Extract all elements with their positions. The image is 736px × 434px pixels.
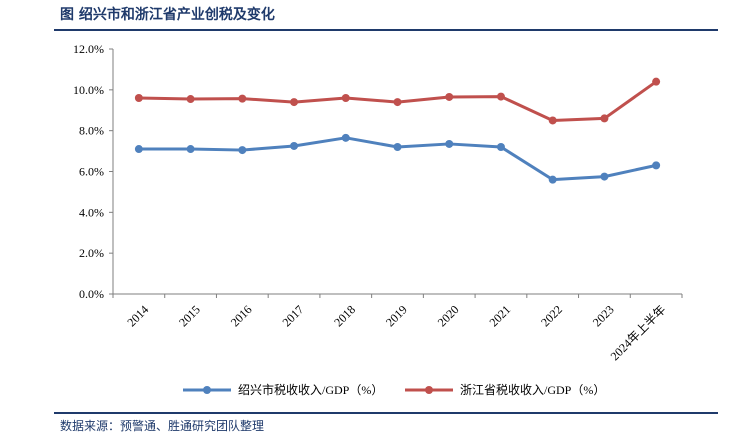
data-point — [290, 141, 299, 150]
data-point — [134, 145, 143, 154]
x-tick-label: 2020 — [435, 302, 462, 329]
data-point — [238, 146, 247, 155]
x-tick-label: 2024年上半年 — [608, 302, 669, 363]
x-tick-label: 2017 — [280, 302, 307, 329]
data-point — [496, 143, 505, 151]
data-point — [445, 139, 454, 148]
data-point — [600, 114, 609, 123]
x-tick-label: 2023 — [590, 302, 617, 329]
x-axis-ticks: 2014 2015 2016 2017 2018 2019 2020 2021 2022 2023… — [112, 294, 683, 363]
y-tick-label: 10.0% — [73, 83, 104, 97]
x-tick-label: 2021 — [486, 302, 513, 329]
header-rule — [54, 29, 718, 31]
footer-rule — [54, 412, 718, 414]
x-tick-label: 2019 — [383, 302, 410, 329]
data-point — [341, 133, 350, 142]
data-point — [600, 172, 609, 181]
data-point — [341, 94, 350, 102]
y-tick-label: 4.0% — [79, 205, 104, 219]
line-chart: 0.0%2.0%4.0%6.0%8.0%10.0%12.0% 2014 2015 2… — [73, 42, 683, 397]
data-point — [652, 77, 661, 86]
data-point — [393, 143, 402, 151]
x-tick-label: 2014 — [124, 302, 151, 329]
data-point — [652, 161, 661, 170]
legend-label: 浙江省税收收入/GDP（%） — [460, 383, 605, 397]
chart-legend: 绍兴市税收收入/GDP（%） 浙江省税收收入/GDP（%） — [183, 382, 605, 397]
data-point — [445, 92, 454, 101]
y-tick-label: 2.0% — [79, 246, 104, 260]
legend-swatch-marker — [425, 386, 433, 394]
y-tick-label: 6.0% — [79, 165, 104, 179]
data-point — [238, 94, 247, 103]
data-point — [290, 98, 299, 107]
data-point — [548, 116, 557, 125]
y-tick-label: 8.0% — [79, 124, 104, 138]
chart-series — [134, 77, 661, 184]
x-tick-label: 2015 — [176, 302, 203, 329]
x-tick-label: 2018 — [331, 302, 358, 329]
x-tick-label: 2022 — [538, 302, 565, 329]
legend-swatch-marker — [203, 386, 211, 394]
y-axis-ticks: 0.0% 2.0% 4.0% 6.0% 8.0% 10.0% 12.0% — [73, 42, 113, 301]
legend-label: 绍兴市税收收入/GDP（%） — [238, 382, 383, 397]
chart-title: 图 绍兴市和浙江省产业创税及变化 — [60, 7, 275, 23]
y-tick-label: 12.0% — [73, 42, 104, 56]
data-point — [393, 98, 402, 107]
y-tick-label: 0.0% — [79, 287, 104, 301]
data-point — [548, 175, 557, 184]
x-tick-label: 2016 — [228, 302, 255, 329]
data-point — [134, 94, 143, 102]
data-point — [186, 95, 195, 104]
data-source: 数据来源：预警通、胜通研究团队整理 — [60, 419, 265, 433]
chart-axes — [112, 49, 682, 295]
data-point — [496, 92, 505, 101]
data-point — [186, 145, 195, 154]
